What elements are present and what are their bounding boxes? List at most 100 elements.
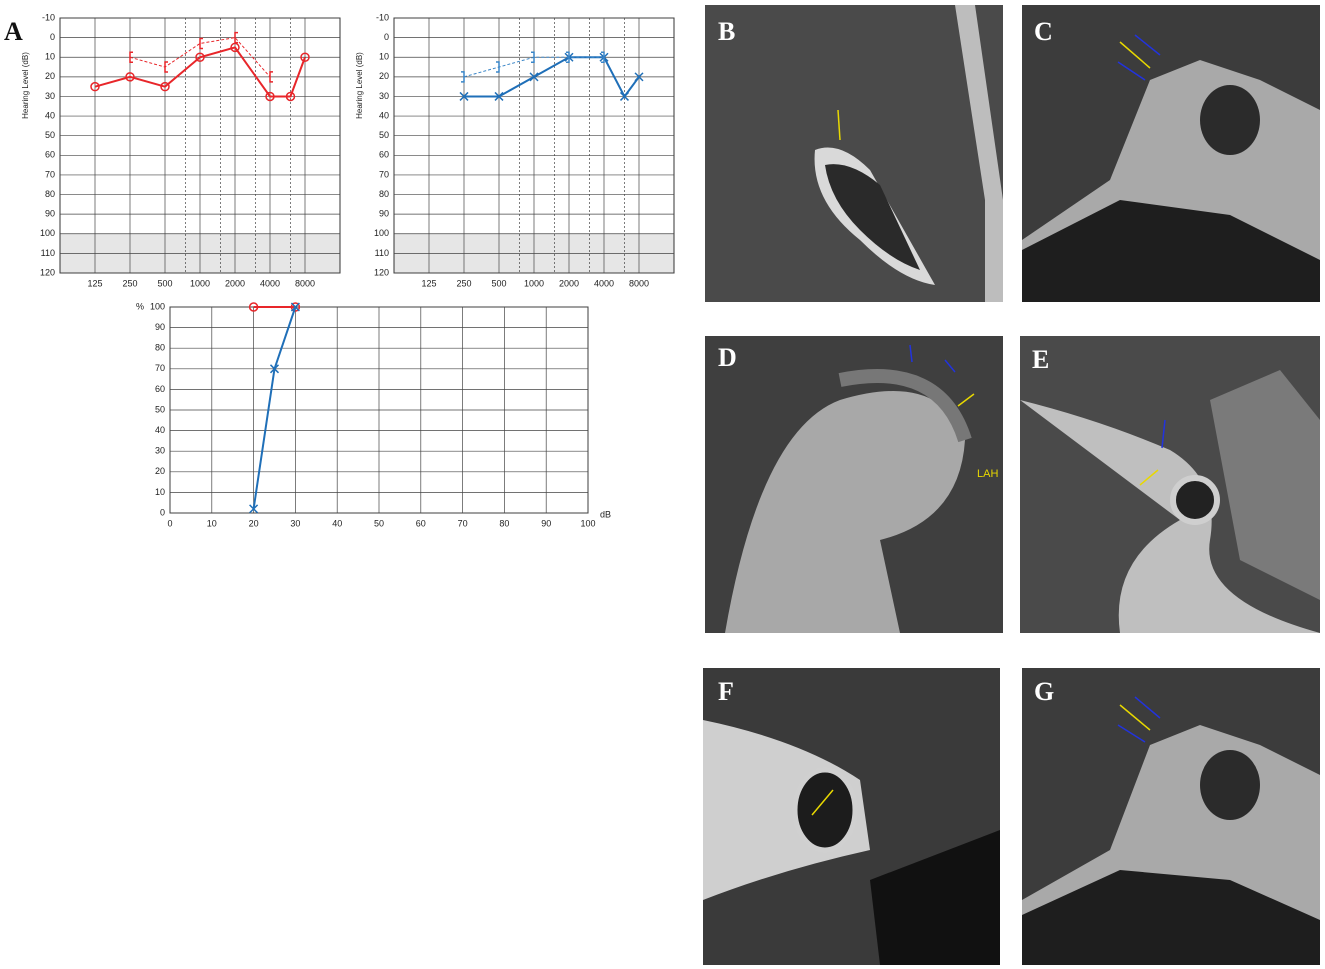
x-tick-label: 0 — [167, 518, 172, 528]
ct-structure — [825, 164, 920, 270]
x-tick-label: 125 — [87, 278, 102, 288]
y-tick-label: 10 — [379, 52, 389, 62]
y-tick-label: -10 — [42, 12, 55, 22]
panel-label: A — [4, 17, 23, 46]
series-line — [129, 37, 271, 78]
y-tick-label: 10 — [45, 52, 55, 62]
arrow — [837, 109, 841, 141]
marker — [619, 91, 630, 101]
ct-structure — [955, 5, 1003, 302]
y-axis-label: % — [136, 301, 144, 311]
y-tick-label: 60 — [45, 150, 55, 160]
y-tick-label: 90 — [45, 209, 55, 219]
x-tick-label: 8000 — [629, 278, 649, 288]
ct-structure — [1020, 400, 1320, 633]
panel-label: C — [1034, 17, 1053, 46]
ct-structure — [1022, 870, 1320, 965]
y-tick-label: 80 — [379, 189, 389, 199]
marker — [290, 302, 300, 312]
x-tick-label: 4000 — [594, 278, 614, 288]
y-tick-label: 50 — [379, 130, 389, 140]
marker — [269, 364, 280, 374]
arrow — [1117, 724, 1146, 743]
ct-structure — [1210, 370, 1320, 600]
panel-label: B — [718, 17, 735, 46]
x-tick-label: 100 — [580, 518, 595, 528]
marker — [601, 51, 605, 63]
x-tick-label: 80 — [499, 518, 509, 528]
y-axis-label: Hearing Level (dB) — [21, 52, 30, 119]
y-axis-label: Hearing Level (dB) — [355, 52, 364, 119]
y-tick-label: 40 — [155, 425, 165, 435]
y-tick-label: 120 — [40, 267, 55, 277]
arrow — [1161, 419, 1166, 449]
ct-structure — [838, 369, 972, 443]
y-tick-label: 70 — [155, 363, 165, 373]
annotation: LAH — [977, 468, 998, 480]
y-tick-label: 40 — [45, 110, 55, 120]
x-tick-label: 2000 — [225, 278, 245, 288]
ct-structure — [703, 720, 870, 900]
ct-structure — [1200, 85, 1260, 155]
x-tick-label: 1000 — [524, 278, 544, 288]
marker — [249, 504, 259, 514]
marker — [125, 72, 135, 82]
y-tick-label: 0 — [50, 32, 55, 42]
y-tick-label: 0 — [384, 32, 389, 42]
y-tick-label: 10 — [155, 487, 165, 497]
arrow — [811, 789, 834, 816]
arrow — [1134, 34, 1161, 56]
y-tick-label: 110 — [375, 248, 389, 258]
marker — [90, 81, 100, 92]
y-tick-label: 60 — [155, 384, 165, 394]
marker — [531, 51, 535, 63]
x-tick-label: 60 — [416, 518, 426, 528]
marker — [634, 72, 644, 82]
arrow — [1139, 469, 1159, 486]
panel-label: F — [718, 677, 734, 706]
y-tick-label: 0 — [160, 507, 165, 517]
arrow — [1119, 41, 1151, 69]
y-tick-label: 90 — [155, 322, 165, 332]
x-axis-label: dB — [600, 509, 611, 519]
y-tick-label: 40 — [379, 110, 389, 120]
arrow — [1119, 704, 1151, 731]
marker — [234, 31, 238, 44]
x-tick-label: 8000 — [295, 278, 315, 288]
x-tick-label: 30 — [290, 518, 300, 528]
marker — [459, 91, 469, 101]
x-tick-label: 20 — [249, 518, 259, 528]
marker — [199, 37, 203, 50]
arrow — [909, 344, 913, 363]
ct-structure — [870, 830, 1000, 965]
x-tick-label: 2000 — [559, 278, 579, 288]
marker — [164, 61, 168, 73]
x-tick-label: 125 — [421, 278, 436, 288]
ct-image-b — [705, 5, 1003, 302]
x-tick-label: 50 — [374, 518, 384, 528]
arrow — [957, 393, 975, 407]
marker — [265, 91, 275, 102]
marker — [566, 51, 570, 63]
y-tick-label: 20 — [155, 466, 165, 476]
marker — [248, 302, 259, 312]
marker — [285, 91, 296, 102]
y-tick-label: 50 — [155, 404, 165, 414]
y-tick-label: 120 — [374, 267, 389, 277]
ct-structure — [1170, 475, 1220, 525]
ct-images: LAH — [703, 5, 1320, 965]
panel-label: G — [1034, 677, 1054, 706]
y-tick-label: 80 — [45, 189, 55, 199]
arrow — [944, 359, 956, 373]
x-tick-label: 500 — [491, 278, 506, 288]
x-tick-label: 4000 — [260, 278, 280, 288]
y-tick-label: 60 — [379, 150, 389, 160]
x-tick-label: 500 — [157, 278, 172, 288]
marker — [129, 51, 133, 63]
series-line — [252, 306, 297, 510]
y-tick-label: 30 — [379, 91, 389, 101]
y-tick-label: 30 — [45, 91, 55, 101]
y-tick-label: 70 — [379, 169, 389, 179]
ct-structure — [1022, 200, 1320, 302]
